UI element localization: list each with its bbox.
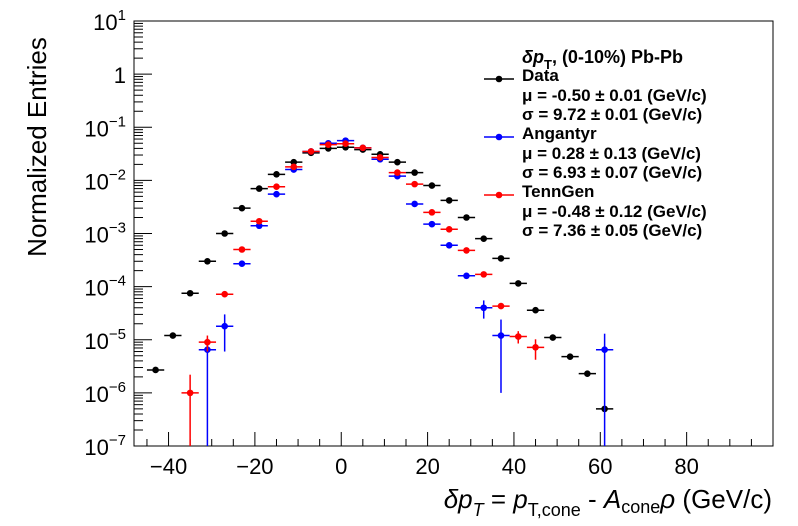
data-point (428, 209, 436, 216)
data-series (146, 137, 614, 446)
y-tick-label: 10−6 (84, 379, 126, 407)
x-tick-label: 0 (335, 454, 347, 479)
data-point (204, 338, 211, 346)
data-point (238, 260, 246, 268)
data-point (255, 217, 263, 225)
x-tick-label: 20 (415, 454, 439, 479)
x-tick-label: −20 (236, 454, 273, 479)
data-point (463, 272, 470, 280)
y-tick-label: 10−3 (84, 220, 126, 248)
data-point (601, 346, 608, 353)
data-point (411, 180, 418, 188)
data-point (411, 169, 418, 176)
legend-mu: μ = -0.48 ± 0.12 (GeV/c) (522, 202, 707, 221)
data-point (549, 334, 557, 341)
data-point (152, 366, 159, 374)
data-point (428, 220, 436, 228)
data-point (221, 290, 228, 298)
data-point (463, 247, 470, 254)
y-tick-label: 10−2 (84, 166, 126, 194)
x-tick-label: 60 (588, 454, 612, 479)
y-axis-title: Normalized Entries (22, 37, 52, 257)
data-point (376, 154, 384, 161)
data-point (169, 332, 177, 339)
legend-title: δpT, (0-10%) Pb-Pb (522, 47, 683, 72)
y-tick-label: 10−4 (84, 273, 126, 301)
data-point (497, 332, 505, 339)
y-axis: 101 1 10−1 10−2 10−3 10−4 10−5 10−6 10−7 (84, 7, 152, 460)
data-point (394, 158, 401, 166)
data-point (186, 389, 194, 397)
legend-marker (495, 133, 503, 141)
legend-label: Data (522, 66, 559, 85)
series-tenngen (181, 140, 545, 446)
data-point (411, 200, 418, 208)
data-point (532, 344, 539, 351)
data-point (497, 255, 505, 262)
y-tick-label: 101 (93, 7, 126, 35)
data-point (584, 370, 591, 377)
data-point (566, 353, 574, 360)
data-point (273, 171, 280, 178)
x-axis: −40 −20 0 20 40 60 80 (146, 432, 752, 479)
data-point (273, 190, 280, 198)
data-point (445, 197, 453, 204)
data-point (445, 225, 453, 233)
legend-mu: μ = 0.28 ± 0.13 (GeV/c) (522, 144, 701, 163)
legend-marker (495, 75, 503, 83)
data-point (255, 185, 263, 192)
data-point (204, 257, 211, 265)
data-point (480, 271, 488, 278)
data-point (221, 322, 228, 330)
data-point (514, 280, 522, 287)
data-point (359, 144, 367, 152)
data-point (290, 158, 298, 166)
data-point (480, 235, 488, 242)
data-point (463, 214, 470, 221)
legend-sigma: σ = 6.93 ± 0.07 (GeV/c) (522, 163, 702, 182)
data-point (186, 289, 194, 297)
x-tick-label: −40 (150, 454, 187, 479)
data-point (238, 246, 246, 253)
data-point (324, 141, 332, 148)
data-point (480, 304, 488, 312)
legend-label: TennGen (522, 182, 594, 201)
data-point (221, 230, 228, 237)
x-tick-label: 40 (502, 454, 526, 479)
y-tick-label: 10−7 (84, 432, 126, 460)
legend-label: Angantyr (522, 124, 597, 143)
y-tick-label: 10−1 (84, 113, 126, 141)
data-point (514, 333, 522, 340)
legend-marker (495, 191, 503, 199)
y-tick-label: 1 (114, 63, 126, 88)
data-point (497, 302, 505, 310)
data-point (238, 204, 246, 212)
data-point (307, 148, 315, 155)
data-point (532, 306, 539, 314)
legend-sigma: σ = 9.72 ± 0.01 (GeV/c) (522, 105, 702, 124)
y-tick-label: 10−5 (84, 326, 126, 354)
data-point (342, 140, 349, 148)
data-point (273, 183, 280, 191)
data-point (394, 169, 401, 176)
x-axis-title: δpT = pT,cone - Aconeρ (GeV/c) (444, 484, 772, 520)
x-tick-label: 80 (674, 454, 698, 479)
data-point (290, 163, 298, 171)
data-point (445, 241, 453, 249)
legend-mu: μ = -0.50 ± 0.01 (GeV/c) (522, 86, 707, 105)
legend-sigma: σ = 7.36 ± 0.05 (GeV/c) (522, 221, 702, 240)
data-point (428, 182, 436, 189)
